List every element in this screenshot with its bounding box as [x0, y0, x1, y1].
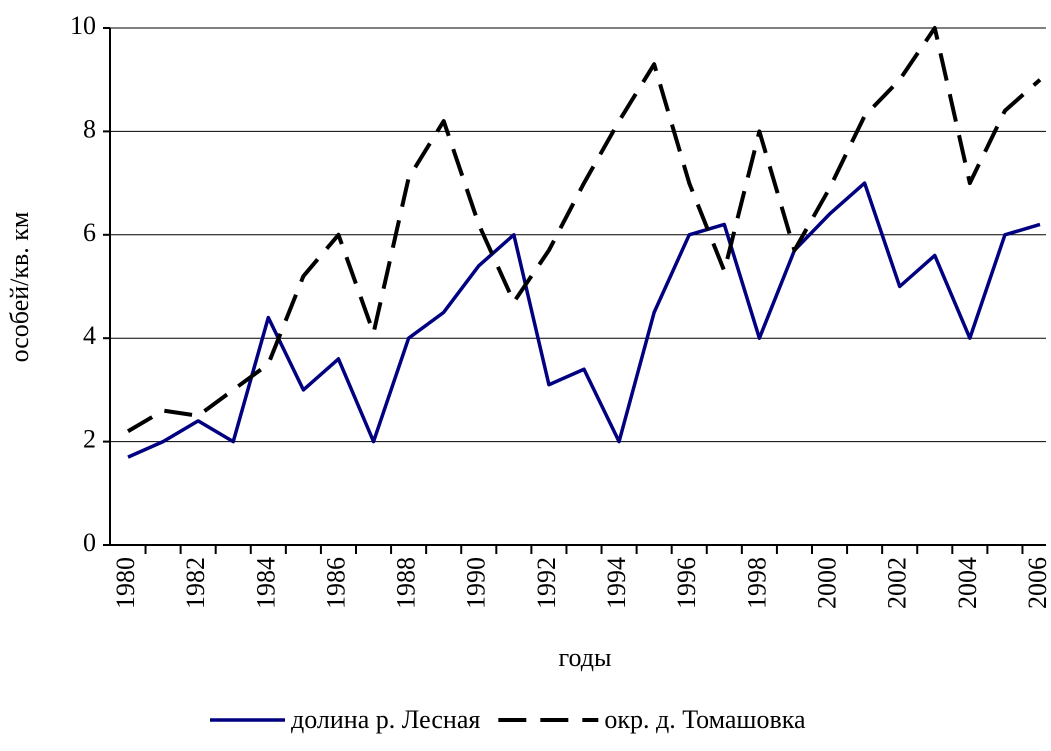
x-tick-label: 1986 — [321, 557, 350, 609]
x-tick-label: 1988 — [392, 557, 421, 609]
y-tick-label: 8 — [83, 114, 96, 143]
y-tick-label: 0 — [83, 528, 96, 557]
data-line — [127, 181, 1041, 459]
x-tick-label: 1996 — [672, 557, 701, 609]
x-tick-label: 2004 — [953, 557, 982, 609]
y-axis-title: особей/кв. км — [5, 212, 34, 363]
x-tick-label: 1990 — [462, 557, 491, 609]
y-tick-label: 6 — [83, 218, 96, 247]
y-tick-label: 2 — [83, 425, 96, 454]
x-axis-title: годы — [559, 643, 612, 672]
legend-label: долина р. Лесная — [291, 705, 480, 734]
x-tick-label: 1984 — [251, 557, 280, 609]
y-tick-label: 4 — [83, 321, 96, 350]
x-tick-label: 1982 — [181, 557, 210, 609]
x-tick-label: 2006 — [1023, 557, 1051, 609]
x-tick-label: 1994 — [602, 557, 631, 609]
x-tick-label: 2000 — [813, 557, 842, 609]
legend-label: окр. д. Томашовка — [604, 705, 806, 734]
x-tick-label: 1992 — [532, 557, 561, 609]
data-line — [126, 26, 1042, 433]
x-tick-label: 1998 — [742, 557, 771, 609]
y-tick-label: 10 — [70, 11, 96, 40]
x-tick-label: 1980 — [111, 557, 140, 609]
x-tick-label: 2002 — [883, 557, 912, 609]
